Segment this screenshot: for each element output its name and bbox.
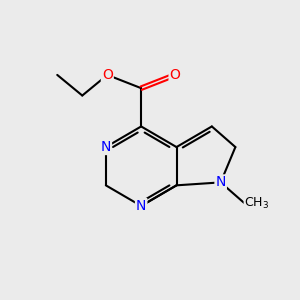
- Text: O: O: [102, 68, 113, 82]
- Text: CH$_3$: CH$_3$: [244, 196, 269, 211]
- Text: O: O: [169, 68, 181, 82]
- Text: N: N: [136, 199, 146, 213]
- Text: N: N: [215, 176, 226, 189]
- Text: N: N: [100, 140, 111, 154]
